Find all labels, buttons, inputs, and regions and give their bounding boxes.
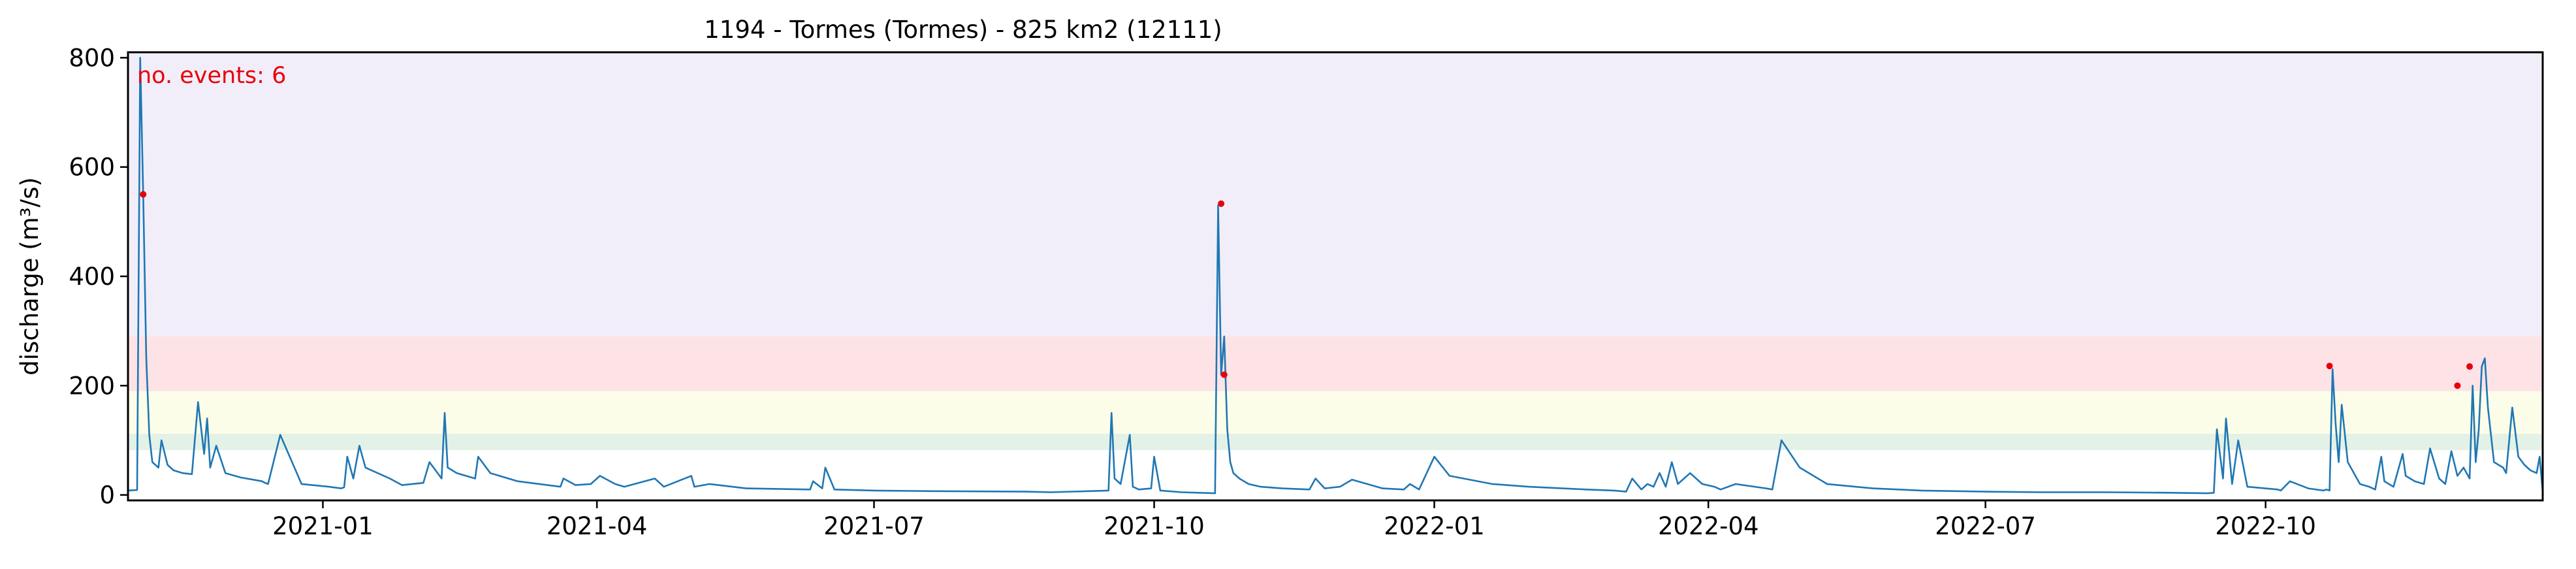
discharge-line — [127, 57, 2544, 495]
threshold-bands — [128, 52, 2543, 451]
y-axis-label: discharge (m³/s) — [16, 177, 44, 376]
y-tick-label: 600 — [69, 154, 115, 182]
x-tick-label: 2022-10 — [2215, 512, 2316, 540]
y-tick-label: 0 — [99, 481, 115, 510]
x-axis-ticks: 2021-01 2021-04 2021-07 2021-10 2022-01 2022-… — [272, 500, 2316, 540]
threshold-band-3 — [128, 336, 2543, 391]
event-marker-6 — [2466, 363, 2473, 370]
y-tick-label: 400 — [69, 263, 115, 291]
threshold-band-2 — [128, 391, 2543, 434]
y-tick-label: 800 — [69, 44, 115, 72]
y-axis-ticks: 0 200 400 600 800 — [69, 44, 128, 510]
y-tick-label: 200 — [69, 372, 115, 400]
event-marker-2 — [1218, 200, 1225, 207]
discharge-series — [127, 57, 2544, 495]
x-tick-label: 2022-07 — [1935, 512, 2036, 540]
event-marker-3 — [1220, 371, 1228, 378]
x-tick-label: 2021-07 — [823, 512, 925, 540]
event-marker-1 — [140, 191, 147, 198]
threshold-band-4 — [128, 52, 2543, 337]
x-tick-label: 2021-01 — [272, 512, 374, 540]
event-marker-4 — [2326, 363, 2333, 370]
x-tick-label: 2021-10 — [1104, 512, 1205, 540]
event-marker-5 — [2454, 382, 2461, 389]
x-tick-label: 2022-01 — [1384, 512, 1485, 540]
threshold-band-1 — [128, 433, 2543, 451]
event-markers — [140, 191, 2473, 389]
x-tick-label: 2022-04 — [1658, 512, 1759, 540]
events-count-annotation: no. events: 6 — [137, 63, 286, 89]
x-tick-label: 2021-04 — [547, 512, 648, 540]
chart-title: 1194 - Tormes (Tormes) - 825 km2 (12111) — [704, 16, 1222, 44]
